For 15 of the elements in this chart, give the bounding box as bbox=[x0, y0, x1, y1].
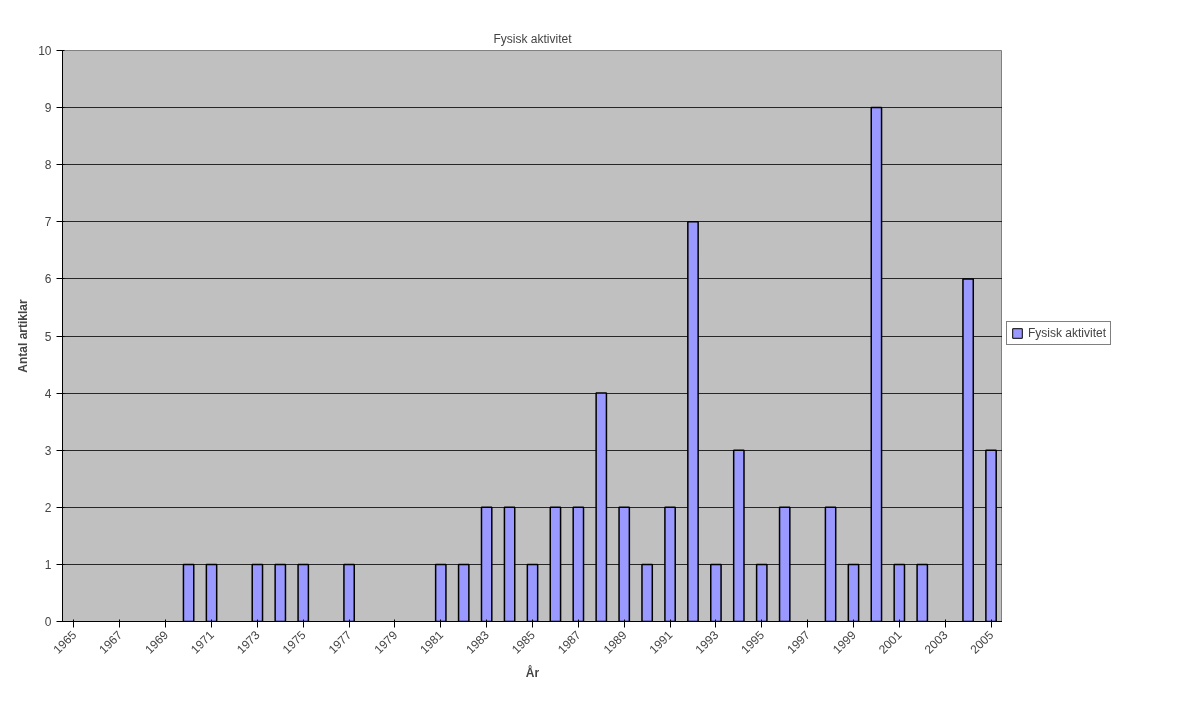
y-tick-label: 5 bbox=[44, 329, 52, 344]
y-axis-title: Antal artiklar bbox=[16, 298, 31, 373]
y-tick-label: 1 bbox=[44, 557, 52, 572]
legend-label: Fysisk aktivitet bbox=[1028, 326, 1107, 340]
y-tick-label: 8 bbox=[44, 158, 52, 173]
y-tick-label: 10 bbox=[38, 44, 52, 58]
y-tick-label: 7 bbox=[44, 215, 52, 230]
y-tick-label: 9 bbox=[44, 101, 52, 116]
y-tick-label: 3 bbox=[44, 443, 52, 458]
y-tick-label: 2 bbox=[44, 500, 52, 515]
x-axis-title: År bbox=[525, 664, 540, 680]
chart-title: Fysisk aktivitet bbox=[493, 31, 573, 46]
y-tick-label: 0 bbox=[44, 615, 52, 629]
y-tick-label: 4 bbox=[44, 386, 52, 401]
y-tick-label: 6 bbox=[44, 272, 52, 287]
